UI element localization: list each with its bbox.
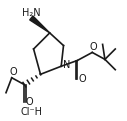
Text: Cl⁻H: Cl⁻H: [20, 107, 42, 117]
Text: O: O: [90, 42, 97, 52]
Text: H₂N: H₂N: [22, 8, 41, 18]
Text: N: N: [63, 60, 71, 70]
Text: O: O: [26, 97, 33, 107]
Text: O: O: [79, 74, 86, 84]
Polygon shape: [30, 16, 50, 33]
Text: O: O: [9, 67, 17, 77]
